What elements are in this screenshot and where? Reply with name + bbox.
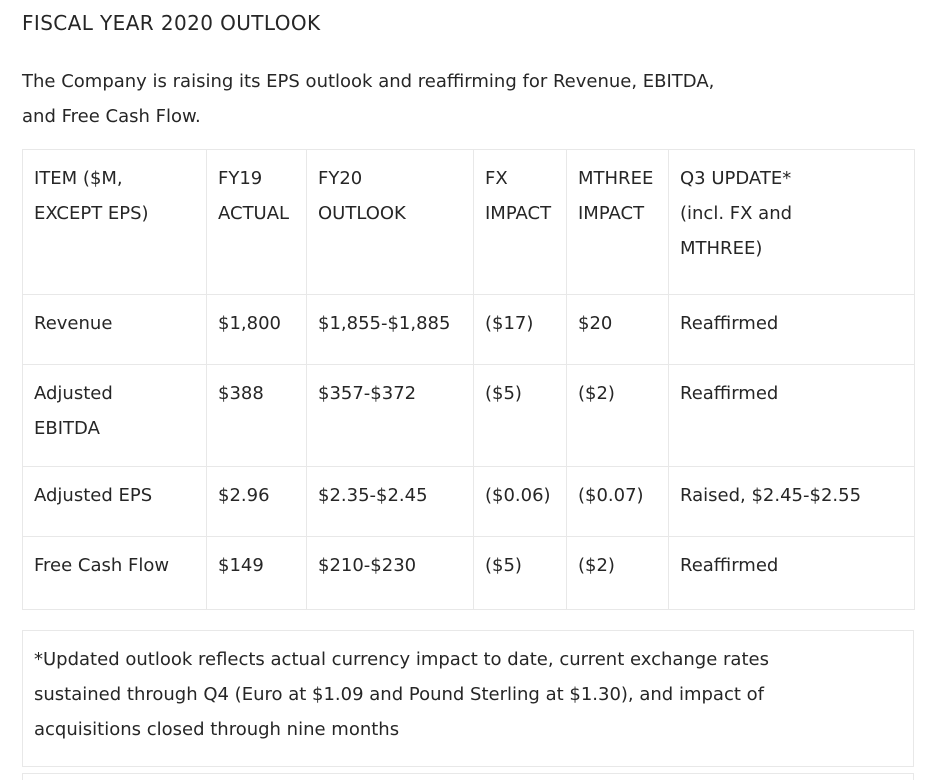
cell-revenue-update: Reaffirmed [668, 294, 915, 365]
header-cell-q3-update: Q3 UPDATE* (incl. FX and MTHREE) [668, 149, 915, 295]
outlook-table: ITEM ($M, EXCEPT EPS) FY19 ACTUAL FY20 O… [22, 149, 915, 610]
table-row-fcf: Free Cash Flow $149 $210-$230 ($5) ($2) … [22, 536, 915, 610]
table-row-revenue: Revenue $1,800 $1,855-$1,885 ($17) $20 R… [22, 294, 915, 365]
cell-ebitda-mthree: ($2) [566, 364, 669, 467]
cell-revenue-fy19: $1,800 [206, 294, 307, 365]
cell-ebitda-fx: ($5) [473, 364, 567, 467]
page-title: FISCAL YEAR 2020 OUTLOOK [22, 11, 321, 35]
header-cell-fy19-actual: FY19 ACTUAL [206, 149, 307, 295]
table-header-row: ITEM ($M, EXCEPT EPS) FY19 ACTUAL FY20 O… [22, 149, 915, 295]
cell-revenue-fy20: $1,855-$1,885 [306, 294, 474, 365]
cell-eps-fy19: $2.96 [206, 466, 307, 537]
intro-paragraph: The Company is raising its EPS outlook a… [22, 71, 715, 127]
next-section-box [22, 773, 914, 780]
cell-ebitda-fy19: $388 [206, 364, 307, 467]
cell-eps-fy20: $2.35-$2.45 [306, 466, 474, 537]
header-cell-mthree-impact: MTHREE IMPACT [566, 149, 669, 295]
cell-fcf-mthree: ($2) [566, 536, 669, 610]
cell-eps-update: Raised, $2.45-$2.55 [668, 466, 915, 537]
cell-revenue-item: Revenue [22, 294, 207, 365]
cell-fcf-update: Reaffirmed [668, 536, 915, 610]
cell-eps-fx: ($0.06) [473, 466, 567, 537]
footnote-box: *Updated outlook reflects actual currenc… [22, 630, 914, 767]
cell-eps-item: Adjusted EPS [22, 466, 207, 537]
header-cell-fx-impact: FX IMPACT [473, 149, 567, 295]
header-cell-fy20-outlook: FY20 OUTLOOK [306, 149, 474, 295]
cell-eps-mthree: ($0.07) [566, 466, 669, 537]
cell-fcf-fy20: $210-$230 [306, 536, 474, 610]
cell-fcf-fx: ($5) [473, 536, 567, 610]
cell-ebitda-update: Reaffirmed [668, 364, 915, 467]
footnote-text: *Updated outlook reflects actual currenc… [34, 649, 769, 740]
table-row-eps: Adjusted EPS $2.96 $2.35-$2.45 ($0.06) (… [22, 466, 915, 537]
cell-fcf-item: Free Cash Flow [22, 536, 207, 610]
cell-ebitda-item: Adjusted EBITDA [22, 364, 207, 467]
cell-ebitda-fy20: $357-$372 [306, 364, 474, 467]
cell-revenue-mthree: $20 [566, 294, 669, 365]
cell-fcf-fy19: $149 [206, 536, 307, 610]
header-cell-item: ITEM ($M, EXCEPT EPS) [22, 149, 207, 295]
cell-revenue-fx: ($17) [473, 294, 567, 365]
table-row-ebitda: Adjusted EBITDA $388 $357-$372 ($5) ($2)… [22, 364, 915, 467]
